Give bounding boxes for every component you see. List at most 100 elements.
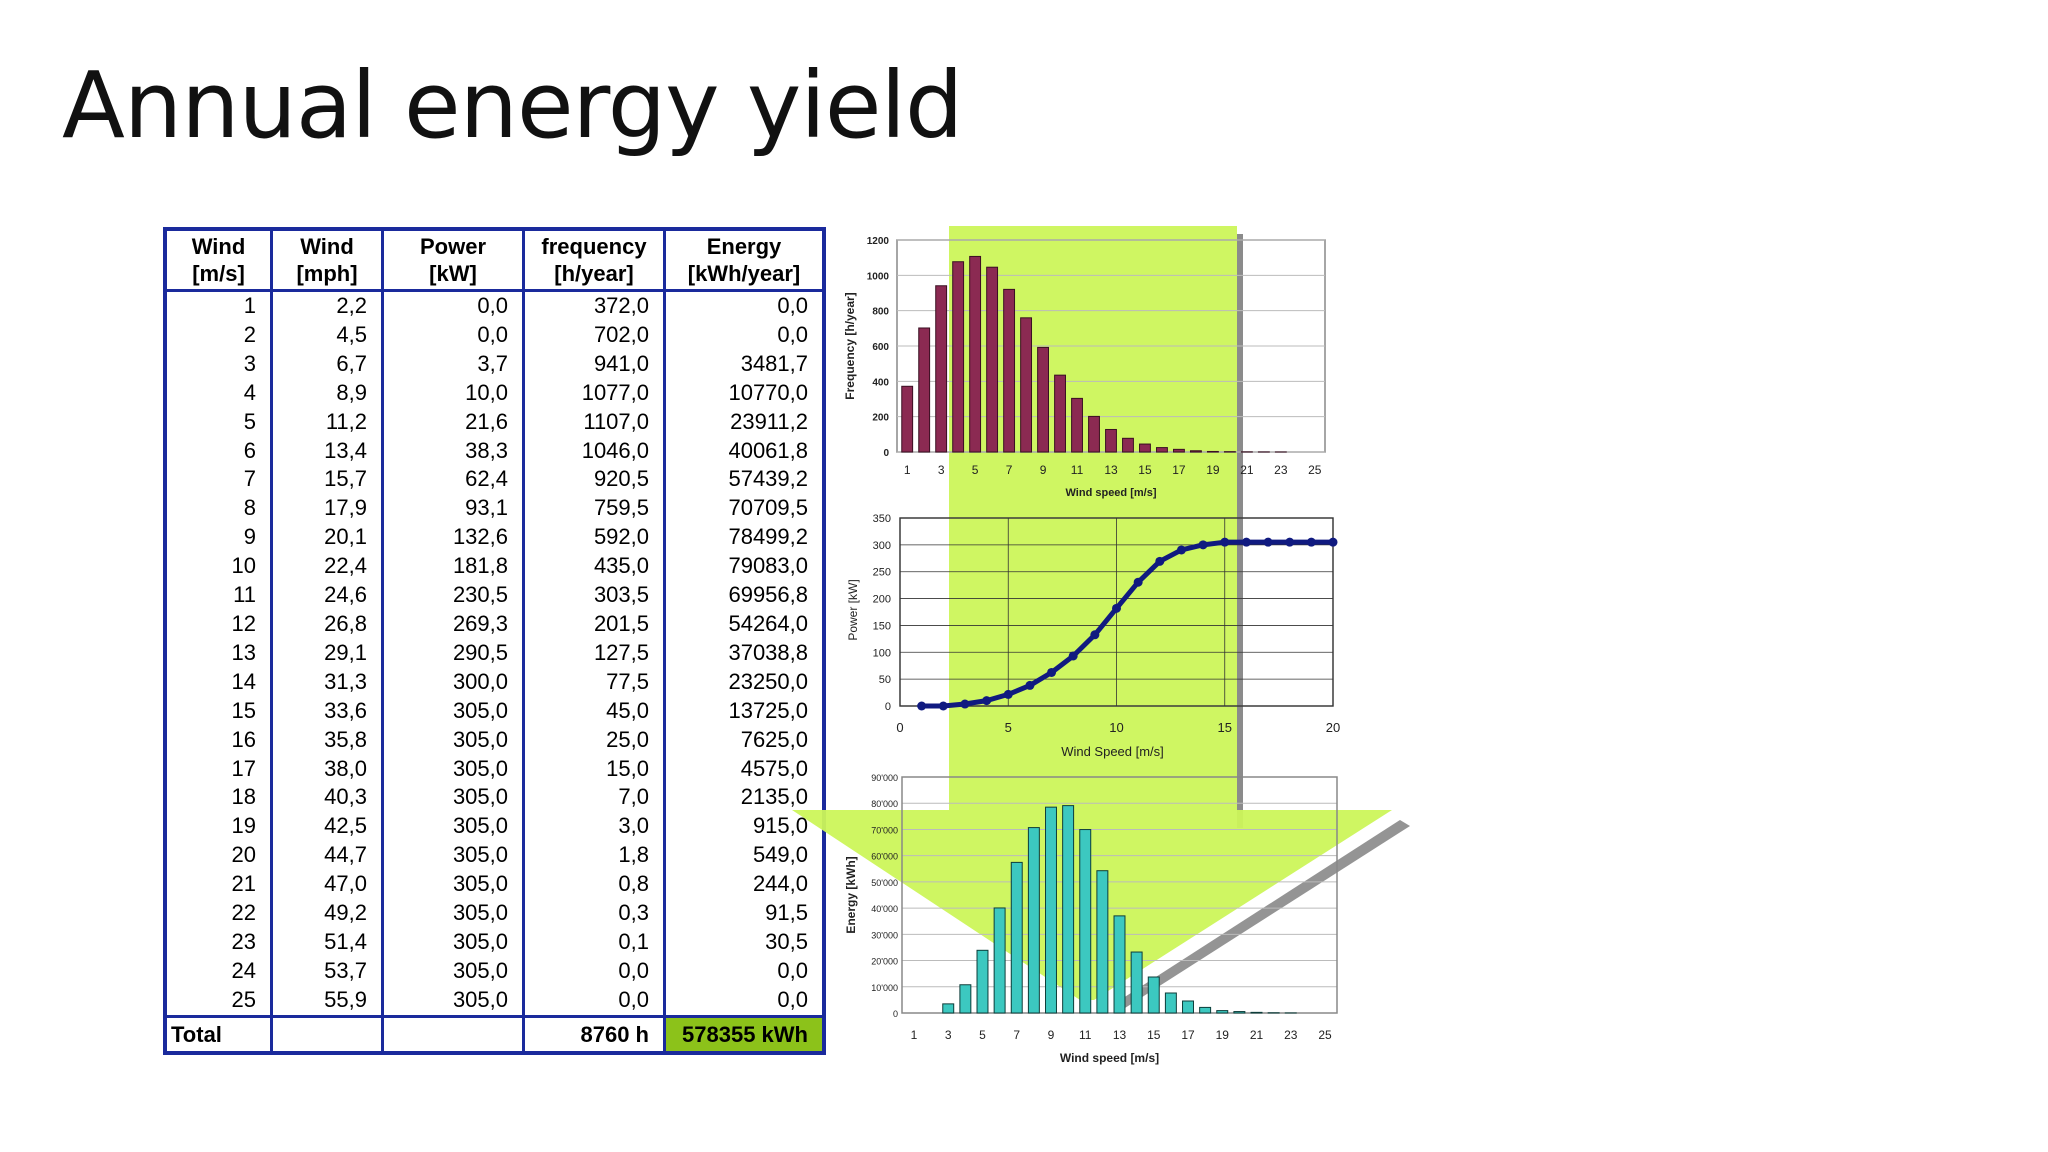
power-x-tick-label: 20 bbox=[1326, 720, 1340, 735]
energy-bar bbox=[1182, 1000, 1194, 1014]
table-cell: 269,3 bbox=[381, 609, 525, 639]
column-header: Energy [kWh/year] bbox=[663, 229, 826, 292]
table-row: 16 35,8 305,0 25,0 7625,0 bbox=[163, 725, 826, 755]
energy-bar bbox=[1250, 1011, 1263, 1014]
column-header-line1: frequency bbox=[541, 234, 647, 259]
power-x-tick-label: 15 bbox=[1218, 720, 1232, 735]
table-cell: 7625,0 bbox=[663, 725, 826, 755]
column-header-line1: Wind bbox=[300, 234, 354, 259]
power-curve-point bbox=[1068, 651, 1078, 661]
table-row: 2 4,5 0,0 702,0 0,0 bbox=[163, 320, 826, 350]
power-curve-chart: 0 50 100 150 200 250 300 350 0 5 10 15 20 Wind Speed … bbox=[846, 513, 1340, 759]
table-cell: 23911,2 bbox=[663, 407, 826, 437]
table-cell: 14 bbox=[163, 667, 273, 697]
energy-x-tick-label: 13 bbox=[1113, 1028, 1127, 1042]
power-curve-point bbox=[1003, 689, 1013, 699]
table-row: 5 11,2 21,6 1107,0 23911,2 bbox=[163, 407, 826, 437]
energy-bar bbox=[1096, 870, 1109, 1014]
table-cell: 920,5 bbox=[522, 465, 666, 495]
energy-y-tick-label: 10'000 bbox=[871, 983, 898, 993]
table-cell: 941,0 bbox=[522, 349, 666, 379]
frequency-bar bbox=[1071, 397, 1083, 453]
power-curve-point bbox=[1306, 537, 1316, 547]
frequency-y-tick-label: 800 bbox=[872, 307, 889, 318]
table-cell: 0,0 bbox=[663, 290, 826, 321]
power-curve-point bbox=[917, 701, 927, 711]
total-empty-mph bbox=[270, 1014, 384, 1053]
table-cell: 759,5 bbox=[522, 494, 666, 524]
energy-bar bbox=[1130, 951, 1143, 1014]
table-cell: 38,0 bbox=[270, 754, 384, 784]
arrow-body bbox=[792, 226, 1392, 1000]
table-cell: 30,5 bbox=[663, 927, 826, 957]
frequency-x-tick-label: 11 bbox=[1071, 463, 1084, 477]
table-cell: 25,0 bbox=[522, 725, 666, 755]
power-y-tick-label: 50 bbox=[879, 674, 891, 686]
table-cell: 25 bbox=[163, 985, 273, 1017]
table-cell: 44,7 bbox=[270, 841, 384, 871]
energy-x-tick-label: 9 bbox=[1048, 1028, 1055, 1042]
power-curve-point bbox=[1328, 537, 1338, 547]
table-cell: 78499,2 bbox=[663, 523, 826, 553]
table-cell: 305,0 bbox=[381, 841, 525, 871]
energy-x-tick-label: 15 bbox=[1147, 1028, 1161, 1042]
table-cell: 290,5 bbox=[381, 638, 525, 668]
table-cell: 9 bbox=[163, 523, 273, 553]
frequency-y-tick-label: 1000 bbox=[867, 271, 890, 282]
table-row: 3 6,7 3,7 941,0 3481,7 bbox=[163, 349, 826, 379]
table-cell: 13 bbox=[163, 638, 273, 668]
table-cell: 26,8 bbox=[270, 609, 384, 639]
table-cell: 435,0 bbox=[522, 552, 666, 582]
frequency-bar bbox=[1206, 450, 1219, 453]
table-cell: 42,5 bbox=[270, 812, 384, 842]
energy-y-tick-label: 60'000 bbox=[871, 852, 898, 862]
frequency-x-axis-label: Wind speed [m/s] bbox=[1066, 487, 1157, 499]
table-row: 15 33,6 305,0 45,0 13725,0 bbox=[163, 696, 826, 726]
table-cell: 305,0 bbox=[381, 956, 525, 986]
frequency-y-tick-label: 0 bbox=[883, 448, 889, 459]
frequency-y-tick-label: 600 bbox=[872, 342, 889, 353]
table-row: 12 26,8 269,3 201,5 54264,0 bbox=[163, 609, 826, 639]
table-row: 10 22,4 181,8 435,0 79083,0 bbox=[163, 552, 826, 582]
frequency-bar bbox=[1054, 374, 1066, 453]
frequency-bar bbox=[1122, 437, 1134, 453]
energy-bar bbox=[993, 907, 1006, 1014]
table-cell: 6,7 bbox=[270, 349, 384, 379]
table-cell: 16 bbox=[163, 725, 273, 755]
table-cell: 7,0 bbox=[522, 783, 666, 813]
total-empty-power bbox=[381, 1014, 525, 1053]
column-header-line2: [kWh/year] bbox=[687, 261, 801, 286]
table-cell: 12 bbox=[163, 609, 273, 639]
column-header-line1: Power bbox=[419, 234, 487, 259]
table-cell: 1,8 bbox=[522, 841, 666, 871]
frequency-bar bbox=[1156, 447, 1168, 453]
power-y-tick-label: 0 bbox=[885, 701, 891, 713]
power-y-tick-label: 300 bbox=[873, 540, 891, 552]
energy-y-tick-label: 30'000 bbox=[871, 930, 898, 940]
energy-x-tick-label: 1 bbox=[911, 1028, 918, 1042]
power-x-tick-label: 0 bbox=[896, 720, 903, 735]
table-cell: 31,3 bbox=[270, 667, 384, 697]
table-row: 9 20,1 132,6 592,0 78499,2 bbox=[163, 523, 826, 553]
table-cell: 230,5 bbox=[381, 581, 525, 610]
total-frequency: 8760 h bbox=[522, 1014, 666, 1053]
energy-y-tick-label: 80'000 bbox=[871, 799, 898, 809]
table-cell: 127,5 bbox=[522, 638, 666, 668]
table-cell: 91,5 bbox=[663, 899, 826, 928]
table-cell: 2135,0 bbox=[663, 783, 826, 813]
table-cell: 20,1 bbox=[270, 523, 384, 553]
energy-bar bbox=[1233, 1011, 1246, 1014]
table-row: 21 47,0 305,0 0,8 244,0 bbox=[163, 870, 826, 900]
power-y-tick-label: 350 bbox=[873, 513, 891, 525]
table-cell: 4,5 bbox=[270, 320, 384, 350]
frequency-bar bbox=[918, 327, 931, 453]
table-cell: 2 bbox=[163, 320, 273, 350]
table-cell: 7 bbox=[163, 465, 273, 495]
frequency-bar bbox=[901, 385, 914, 453]
table-cell: 305,0 bbox=[381, 899, 525, 928]
power-curve-point bbox=[1198, 540, 1208, 550]
energy-x-tick-label: 25 bbox=[1318, 1028, 1332, 1042]
table-header-row: Wind [m/s] Wind [mph] Power [kW] frequency [h/y… bbox=[163, 229, 826, 292]
table-cell: 1107,0 bbox=[522, 407, 666, 437]
